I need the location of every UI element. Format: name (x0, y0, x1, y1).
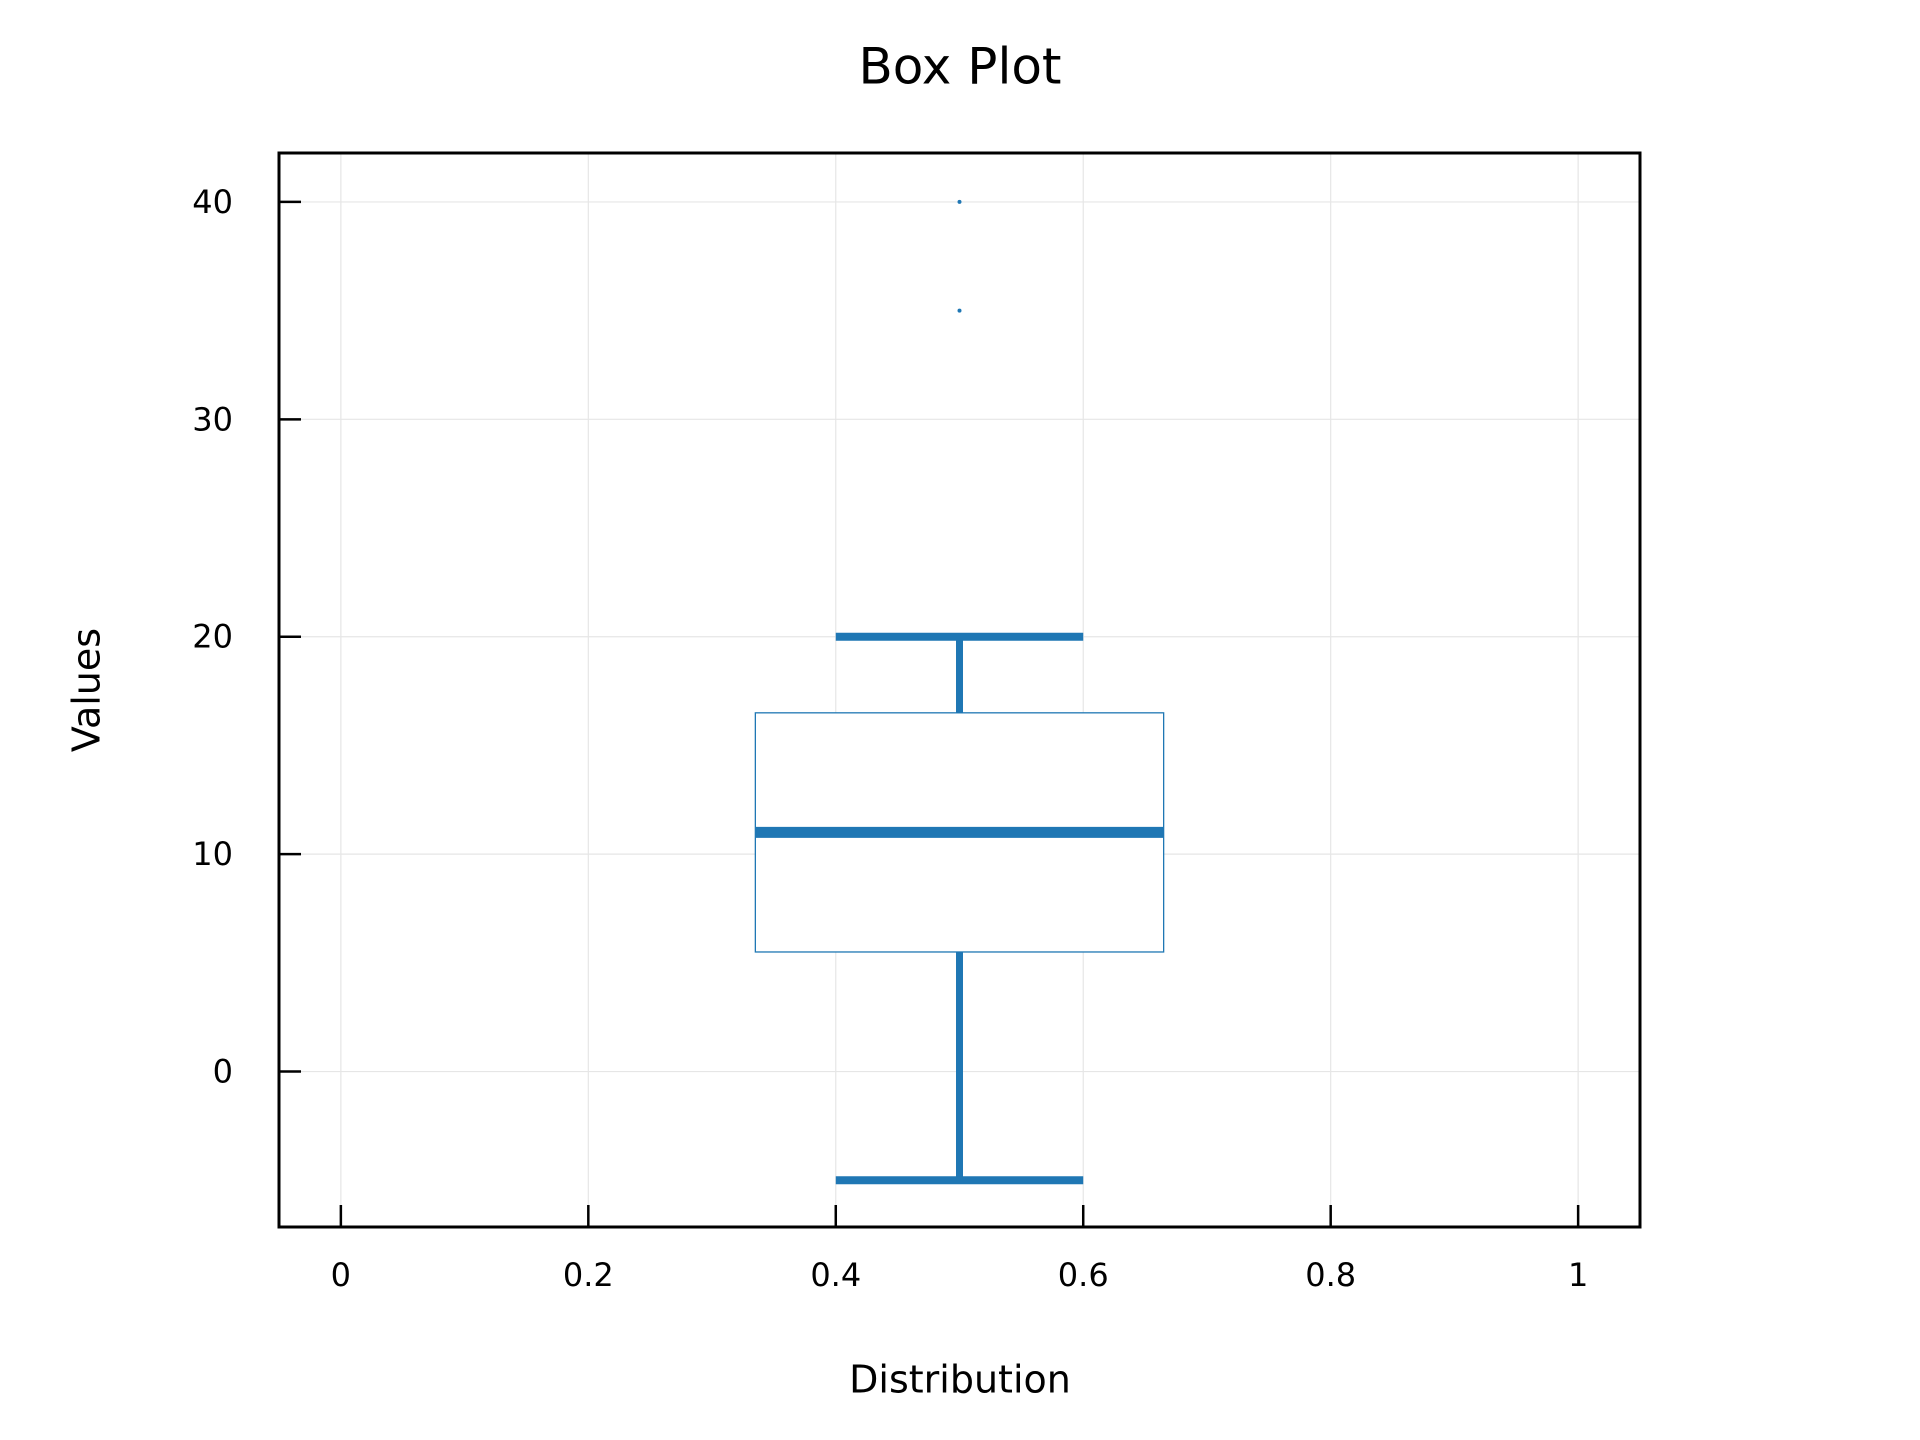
y-tick-label: 30 (192, 400, 233, 438)
x-tick-label: 0.8 (1305, 1256, 1356, 1294)
x-tick-label: 1 (1568, 1256, 1588, 1294)
x-tick-label: 0.6 (1058, 1256, 1109, 1294)
x-tick-label: 0 (331, 1256, 351, 1294)
y-axis-label: Values (65, 628, 109, 752)
outlier (957, 308, 962, 313)
x-tick-label: 0.4 (810, 1256, 861, 1294)
y-tick-label: 40 (192, 183, 233, 221)
plot-frame (277, 151, 1642, 1229)
outlier (957, 199, 962, 204)
x-tick-label: 0.2 (563, 1256, 614, 1294)
chart-title: Box Plot (858, 38, 1061, 96)
x-axis-label: Distribution (849, 1358, 1071, 1402)
y-tick-label: 20 (192, 618, 233, 656)
y-tick-label: 10 (192, 835, 233, 873)
y-tick-label: 0 (213, 1053, 233, 1091)
